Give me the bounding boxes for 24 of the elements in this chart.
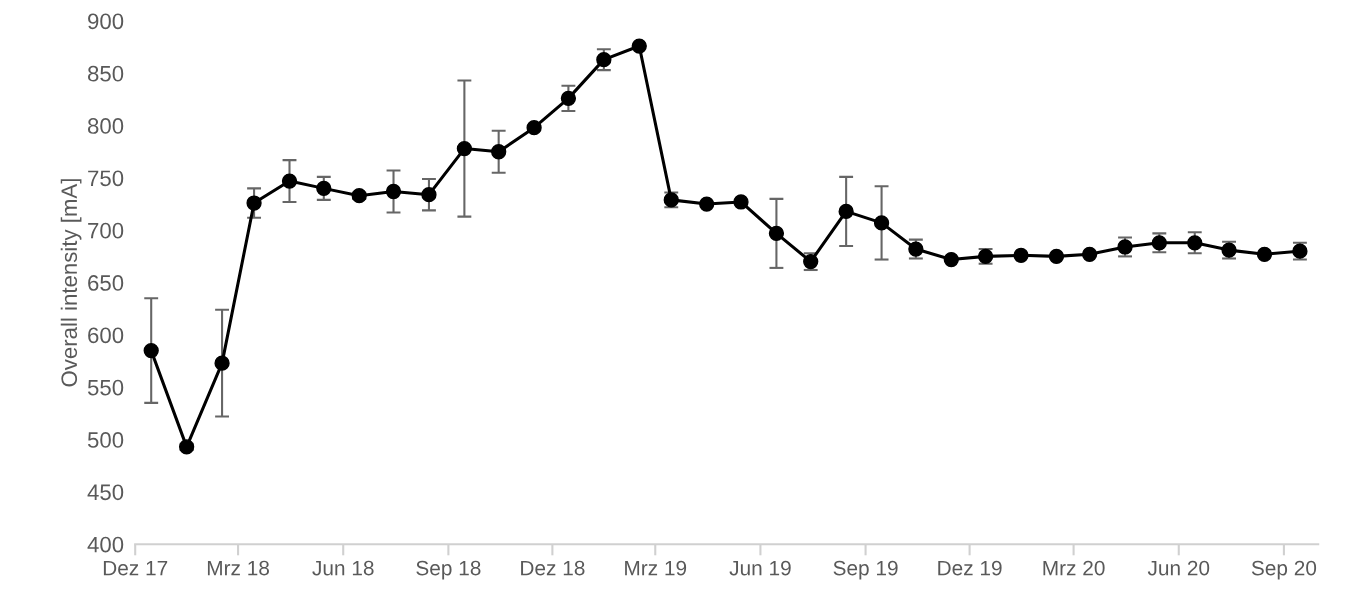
x-tick-label: Jun 20 bbox=[1147, 560, 1210, 576]
y-tick-label: 400 bbox=[87, 536, 124, 553]
x-tick-label: Mrz 20 bbox=[1043, 560, 1105, 576]
x-tick-label: Jun 19 bbox=[729, 560, 791, 576]
x-tick-label: Mrz 19 bbox=[625, 560, 687, 576]
y-tick-label: 900 bbox=[88, 13, 124, 30]
y-tick-label: 500 bbox=[87, 432, 124, 448]
x-tick-label: Dez 19 bbox=[938, 560, 1002, 576]
x-tick-label: Sep 20 bbox=[1251, 560, 1317, 580]
y-tick-label: 450 bbox=[87, 484, 124, 501]
y-tick-label: 750 bbox=[88, 170, 124, 187]
y-tick-label: 600 bbox=[88, 327, 124, 344]
x-tick-label: Jun 18 bbox=[312, 560, 374, 576]
y-axis-title: Overall intensity [mA] bbox=[60, 179, 82, 387]
y-tick-label: 850 bbox=[87, 65, 124, 82]
x-tick-label: Sep 19 bbox=[833, 560, 898, 580]
y-tick-label: 800 bbox=[87, 118, 124, 134]
y-tick-label: 550 bbox=[87, 379, 124, 396]
y-tick-label: 700 bbox=[88, 222, 124, 239]
x-tick-label: Dez 18 bbox=[521, 560, 585, 576]
x-tick-label: Sep 18 bbox=[416, 560, 481, 580]
x-tick-label: Dez 17 bbox=[103, 560, 168, 576]
y-tick-label: 650 bbox=[88, 275, 124, 291]
x-tick-label: Mrz 18 bbox=[207, 560, 269, 576]
